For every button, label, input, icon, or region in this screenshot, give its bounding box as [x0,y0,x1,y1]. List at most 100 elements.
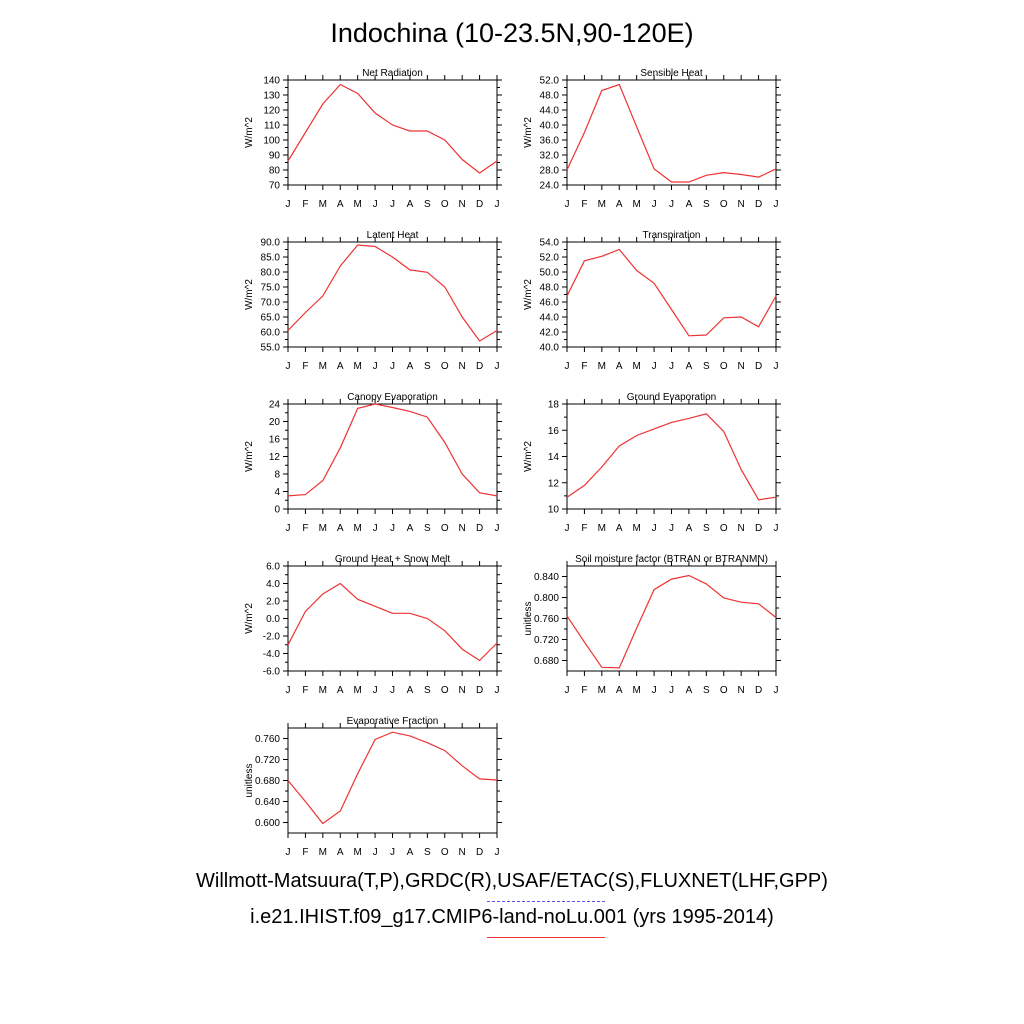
chart-title: Ground Evaporation [627,392,717,403]
x-tick-label: J [373,685,378,696]
y-tick-label: 40.0 [540,121,560,132]
y-tick-label: 120 [263,106,280,117]
x-tick-label: M [353,685,361,696]
x-tick-label: N [459,199,466,210]
y-tick-label: 8 [274,470,280,481]
x-tick-label: N [738,685,745,696]
y-tick-label: 60.0 [261,328,281,339]
chart-title: Latent Heat [367,230,419,241]
y-tick-label: 10 [548,505,560,516]
x-tick-label: A [407,523,414,534]
y-tick-label: 40.0 [540,343,560,354]
x-tick-label: S [424,199,431,210]
plot-frame [566,403,777,510]
x-tick-label: J [669,685,674,696]
chart-title: Evaporative Fraction [347,716,439,727]
y-tick-label: 0.720 [255,755,280,766]
plot-frame [287,241,498,348]
y-tick-label: 0.840 [534,572,559,583]
x-tick-label: A [337,199,344,210]
x-tick-label: M [632,361,640,372]
series-line [566,574,777,669]
y-tick-label: 130 [263,91,280,102]
x-tick-label: F [581,361,587,372]
x-tick-label: J [286,523,291,534]
x-tick-label: J [495,847,500,858]
chart-title: Ground Heat + Snow Melt [335,554,451,565]
x-tick-label: J [669,523,674,534]
y-tick-label: 0.600 [255,818,280,829]
y-tick-label: 46.0 [540,298,560,309]
x-tick-label: O [720,523,728,534]
x-tick-label: M [319,523,327,534]
y-tick-label: 24 [269,400,281,411]
x-tick-label: J [565,523,570,534]
x-tick-label: O [441,199,449,210]
y-tick-label: 0 [274,505,280,516]
chart-panel-7: Ground Heat + Snow Melt W/m^2 -6.0 -4.0 -2.0… [244,554,502,696]
plot-frame [287,727,498,834]
chart-panel-4: Transpiration W/m^2 40.0 42.0 44.0 46.0 48.0 50… [523,230,781,372]
y-tick-label: 85.0 [261,253,281,264]
y-tick-label: 16 [269,435,281,446]
x-tick-label: S [424,847,431,858]
chart-title: Canopy Evaporation [347,392,438,403]
series-line [287,244,498,342]
x-tick-label: J [669,361,674,372]
x-tick-label: N [738,361,745,372]
plot-frame [287,403,498,510]
x-tick-label: M [319,685,327,696]
y-tick-label: -4.0 [263,649,281,660]
series-line [287,403,498,497]
x-tick-label: O [441,685,449,696]
series-line [287,83,498,174]
y-tick-label: 12 [548,478,560,489]
x-tick-label: M [598,361,606,372]
x-tick-label: J [390,685,395,696]
y-tick-label: 90 [269,151,281,162]
chart-panel-1: Net Radiation W/m^2 70 80 90 100 110 120 130 140 J… [244,68,502,210]
x-tick-label: J [774,523,779,534]
x-tick-label: M [319,847,327,858]
x-tick-label: J [286,361,291,372]
y-tick-label: 44.0 [540,313,560,324]
x-tick-label: F [581,685,587,696]
x-tick-label: J [565,685,570,696]
legend-observations-label: Willmott-Matsuura(T,P),GRDC(R),USAF/ETAC… [196,870,828,892]
plot-frame [566,565,777,672]
x-tick-label: A [407,685,414,696]
x-tick-label: D [755,199,762,210]
x-tick-label: J [565,199,570,210]
y-tick-label: 2.0 [266,597,280,608]
x-tick-label: D [755,523,762,534]
y-tick-label: -6.0 [263,667,281,678]
x-tick-label: M [598,685,606,696]
x-tick-label: J [652,361,657,372]
y-tick-label: 0.760 [534,614,559,625]
x-tick-label: N [459,523,466,534]
x-tick-label: D [755,361,762,372]
x-tick-label: M [319,199,327,210]
y-tick-label: 70 [269,181,281,192]
y-tick-label: 20 [269,417,281,428]
y-tick-label: 80.0 [261,268,281,279]
x-tick-label: A [616,199,623,210]
y-tick-label: 0.760 [255,734,280,745]
x-tick-label: M [353,523,361,534]
x-tick-label: A [337,361,344,372]
y-tick-label: 55.0 [261,343,281,354]
x-tick-label: A [407,199,414,210]
legend-observations-swatch [487,901,605,902]
y-tick-label: 100 [263,136,280,147]
y-axis-label: W/m^2 [244,279,255,310]
x-tick-label: M [353,199,361,210]
y-tick-label: 65.0 [261,313,281,324]
y-tick-label: 32.0 [540,151,560,162]
x-tick-label: N [459,685,466,696]
x-tick-label: F [302,199,308,210]
x-tick-label: A [686,685,693,696]
x-tick-label: J [390,199,395,210]
y-tick-label: 18 [548,400,560,411]
x-tick-label: N [738,199,745,210]
